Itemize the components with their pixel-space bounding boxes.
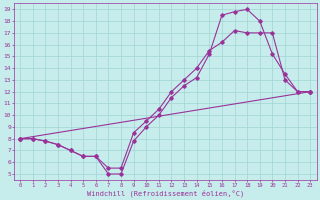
X-axis label: Windchill (Refroidissement éolien,°C): Windchill (Refroidissement éolien,°C) xyxy=(86,189,244,197)
